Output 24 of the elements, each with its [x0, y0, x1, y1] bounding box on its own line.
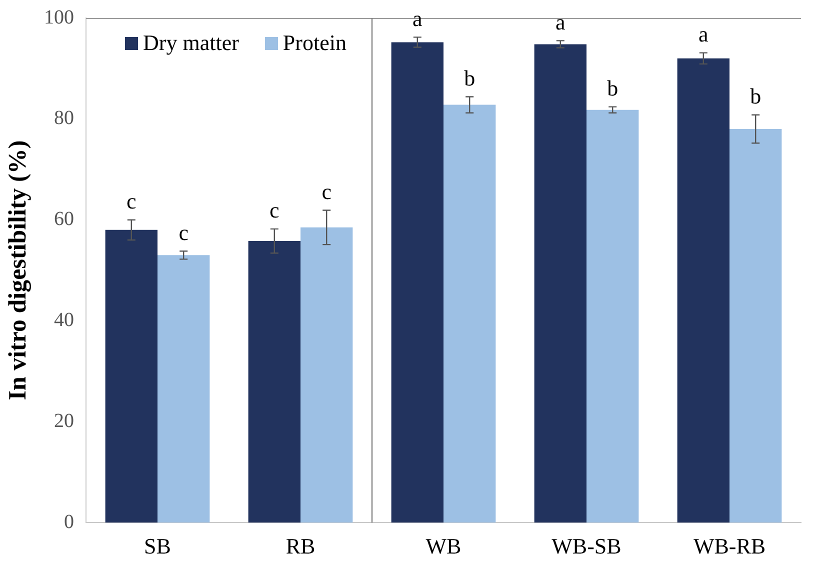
y-tick-label: 20 [54, 410, 74, 432]
y-axis-title: In vitro digestibility (%) [4, 140, 32, 400]
x-tick-label: SB [144, 534, 171, 559]
annotation: c [126, 188, 137, 214]
x-tick-label: WB-RB [693, 534, 766, 559]
y-tick-label: 100 [44, 6, 74, 28]
y-tick-label: 80 [54, 107, 74, 130]
annotation: a [412, 6, 423, 31]
x-tick-label: WB-SB [552, 534, 622, 559]
annotation: c [270, 198, 280, 223]
annotation: c [178, 220, 189, 245]
x-tick-label: WB [426, 534, 462, 559]
annotation: b [607, 76, 618, 101]
x-tick-label: RB [286, 534, 316, 559]
annotation: b [464, 66, 476, 90]
y-tick-label: 40 [54, 309, 74, 332]
y-tick-label: 60 [54, 208, 74, 230]
annotation: a [556, 9, 566, 34]
annotation: c [322, 179, 332, 204]
legend-label: Dry matter [143, 30, 239, 56]
annotation: a [698, 22, 709, 47]
y-tick-label: 0 [64, 510, 74, 533]
legend-label: Protein [282, 30, 346, 56]
annotation: b [750, 84, 762, 109]
